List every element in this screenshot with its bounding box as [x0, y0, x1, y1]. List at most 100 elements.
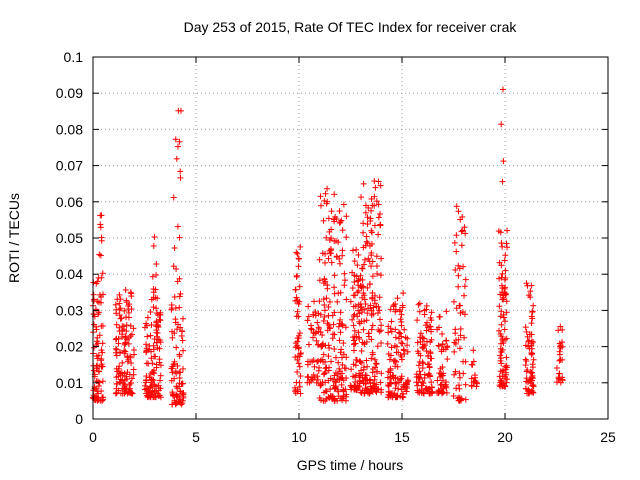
- data-point: [90, 291, 97, 298]
- data-point: [97, 212, 104, 219]
- data-point: [174, 362, 181, 369]
- y-tick-label: 0.08: [56, 121, 83, 137]
- data-point: [503, 354, 510, 361]
- data-point: [360, 244, 367, 251]
- data-point: [177, 174, 184, 181]
- data-point: [459, 227, 466, 234]
- data-point: [358, 304, 365, 311]
- data-point: [387, 365, 394, 372]
- data-point: [371, 300, 378, 307]
- data-point: [359, 265, 366, 272]
- data-point: [356, 310, 363, 317]
- data-point: [343, 393, 350, 400]
- data-point: [498, 321, 505, 328]
- data-point: [440, 370, 447, 377]
- data-point: [457, 216, 464, 223]
- data-point: [497, 379, 504, 386]
- data-point: [497, 357, 504, 364]
- data-point: [95, 311, 102, 318]
- data-point: [328, 208, 335, 215]
- data-point: [363, 376, 370, 383]
- data-point: [415, 362, 422, 369]
- data-point: [316, 277, 323, 284]
- data-point: [456, 302, 463, 309]
- data-point: [461, 311, 468, 318]
- data-point: [457, 325, 464, 332]
- data-point: [452, 330, 459, 337]
- data-point: [375, 214, 382, 221]
- data-point: [113, 352, 120, 359]
- data-point: [297, 243, 304, 250]
- data-point: [349, 269, 356, 276]
- data-point: [500, 314, 507, 321]
- data-point: [497, 352, 504, 359]
- data-point: [338, 346, 345, 353]
- data-point: [359, 371, 366, 378]
- data-point: [174, 143, 181, 150]
- data-point: [373, 263, 380, 270]
- data-point: [428, 328, 435, 335]
- data-point: [292, 344, 299, 351]
- data-point: [328, 259, 335, 266]
- data-point: [100, 396, 107, 403]
- data-point: [397, 352, 404, 359]
- data-point: [363, 233, 370, 240]
- data-point: [363, 238, 370, 245]
- data-point: [377, 272, 384, 279]
- data-point: [420, 380, 427, 387]
- data-point: [143, 390, 150, 397]
- data-point: [496, 327, 503, 334]
- data-point: [177, 168, 184, 175]
- data-point: [322, 342, 329, 349]
- data-point: [529, 309, 536, 316]
- data-point: [153, 329, 160, 336]
- data-point: [399, 340, 406, 347]
- data-point: [179, 337, 186, 344]
- data-point: [113, 310, 120, 317]
- data-point: [393, 349, 400, 356]
- data-point: [324, 282, 331, 289]
- data-point: [295, 263, 302, 270]
- data-point: [125, 302, 132, 309]
- data-point: [368, 227, 375, 234]
- x-tick-label: 10: [291, 429, 307, 445]
- data-point: [169, 334, 176, 341]
- data-point: [525, 292, 532, 299]
- data-point: [530, 302, 537, 309]
- data-point: [317, 311, 324, 318]
- data-point: [331, 309, 338, 316]
- data-point: [372, 184, 379, 191]
- data-point: [116, 363, 123, 370]
- data-point: [359, 276, 366, 283]
- data-point: [295, 360, 302, 367]
- data-points: [90, 86, 566, 408]
- data-point: [468, 382, 475, 389]
- data-point: [355, 282, 362, 289]
- data-point: [462, 276, 469, 283]
- data-point: [375, 310, 382, 317]
- data-point: [297, 372, 304, 379]
- data-point: [375, 386, 382, 393]
- data-point: [331, 272, 338, 279]
- data-point: [321, 302, 328, 309]
- data-point: [294, 308, 301, 315]
- data-point: [396, 306, 403, 313]
- data-point: [471, 372, 478, 379]
- data-point: [296, 283, 303, 290]
- data-point: [157, 372, 164, 379]
- data-point: [439, 389, 446, 396]
- data-point: [340, 387, 347, 394]
- data-point: [496, 259, 503, 266]
- data-point: [157, 362, 164, 369]
- y-tick-label: 0.01: [56, 375, 83, 391]
- data-point: [371, 222, 378, 229]
- data-point: [157, 377, 164, 384]
- data-point: [424, 361, 431, 368]
- data-point: [525, 343, 532, 350]
- data-point: [332, 379, 339, 386]
- data-point: [414, 317, 421, 324]
- data-point: [497, 291, 504, 298]
- data-point: [462, 396, 469, 403]
- data-point: [364, 284, 371, 291]
- data-point: [498, 121, 505, 128]
